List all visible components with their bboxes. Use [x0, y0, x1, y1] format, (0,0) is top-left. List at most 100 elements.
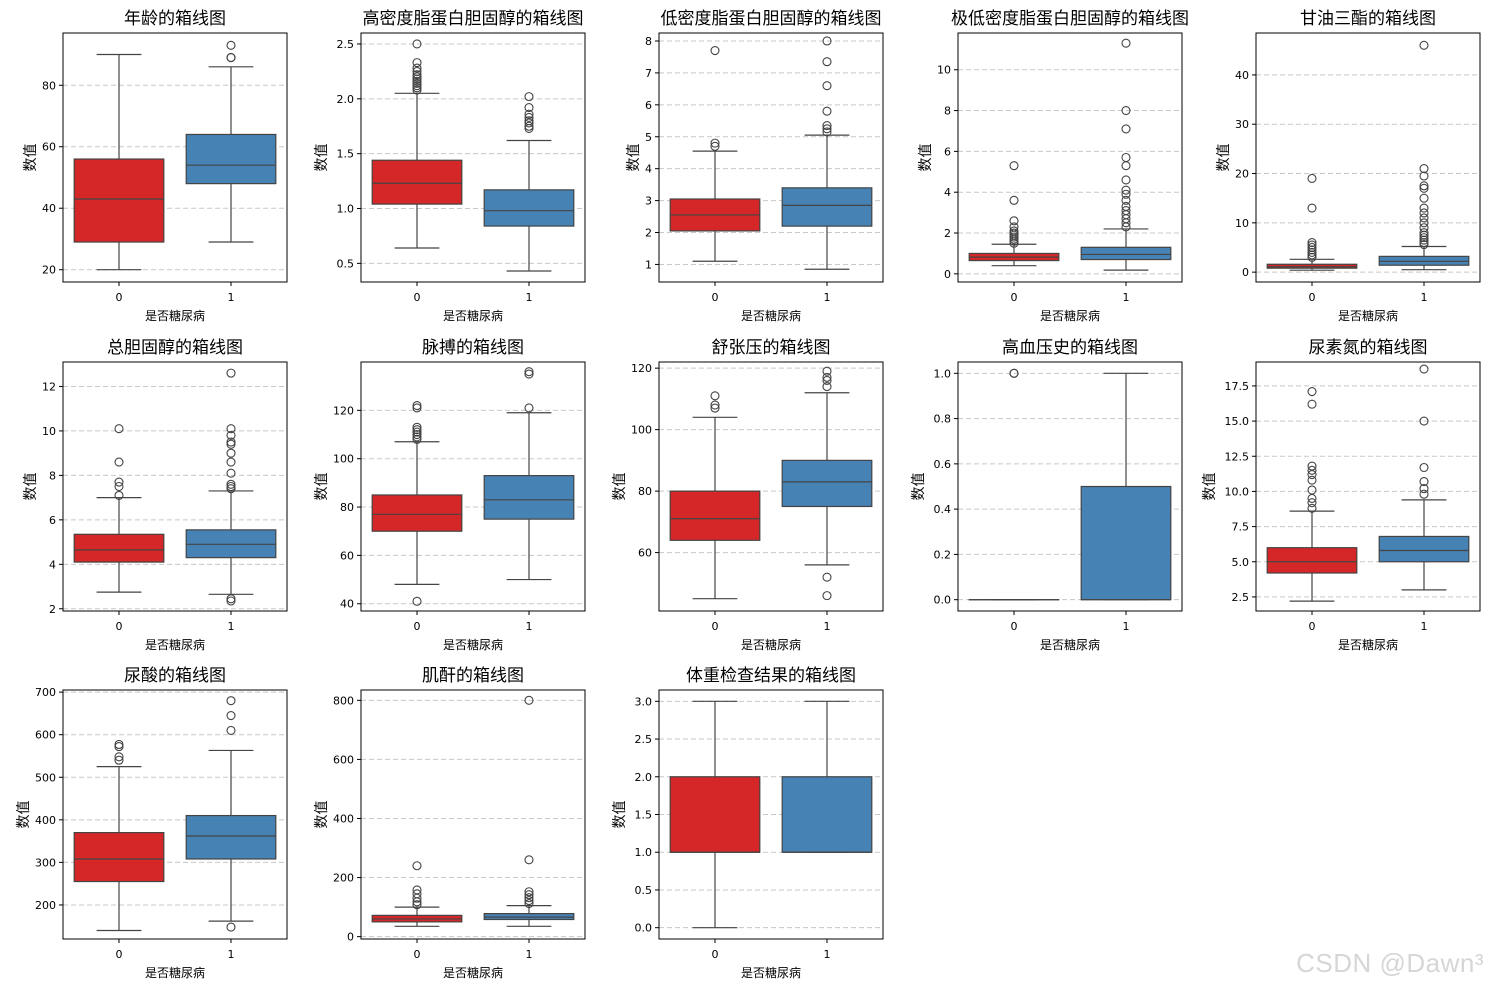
xtick-label: 1 [526, 291, 533, 304]
outlier-point [1307, 203, 1317, 213]
subplot-title: 脉搏的箱线图 [422, 338, 524, 358]
outlier-point [1307, 247, 1317, 257]
box-0 [73, 53, 165, 271]
box-1 [185, 696, 277, 932]
outlier-point [1419, 484, 1429, 494]
outlier-point [822, 366, 832, 376]
outlier-point [524, 899, 534, 909]
ytick-label: 800 [333, 694, 354, 707]
outlier-point [822, 372, 832, 382]
outlier-point [114, 739, 124, 750]
outlier-point [1307, 238, 1317, 248]
outlier-point [1419, 203, 1429, 213]
box-1 [781, 700, 873, 853]
outlier-point [1419, 235, 1429, 245]
outlier-point [226, 725, 236, 735]
outlier-point [710, 403, 720, 413]
ytick-label: 0.5 [635, 884, 653, 897]
outlier-point [226, 439, 236, 449]
box-1 [483, 367, 575, 581]
outlier-point [412, 422, 422, 432]
box-1 [781, 366, 873, 601]
subplot-title: 舒张压的箱线图 [712, 338, 831, 358]
xtick-label: 0 [414, 291, 421, 304]
ytick-label: 300 [35, 856, 56, 869]
xtick-label: 1 [1421, 291, 1428, 304]
ytick-label: 100 [333, 453, 354, 466]
ytick-label: 8 [49, 469, 56, 482]
outlier-point [1419, 238, 1429, 248]
outlier-point [524, 121, 534, 131]
xtick-label: 0 [116, 291, 123, 304]
ytick-label: 0.2 [934, 548, 952, 561]
outlier-point [412, 70, 422, 80]
subplot-title: 极低密度脂蛋白胆固醇的箱线图 [951, 9, 1189, 29]
box-0 [669, 46, 761, 262]
outlier-point [226, 922, 236, 932]
ytick-label: 80 [340, 501, 354, 514]
outlier-point [524, 890, 534, 900]
ytick-label: 1 [645, 258, 652, 271]
ytick-label: 15.0 [1225, 415, 1250, 428]
outlier-point [524, 403, 534, 413]
outlier-point [1307, 252, 1317, 262]
outlier-point [1307, 240, 1317, 250]
box-1 [1378, 364, 1470, 591]
box-1 [483, 695, 575, 927]
box-iqr [1266, 547, 1358, 574]
ytick-label: 20 [42, 264, 56, 277]
box-0 [73, 424, 165, 593]
subplot-title: 高血压史的箱线图 [1002, 338, 1138, 358]
subplot-title: 甘油三酯的箱线图 [1300, 9, 1436, 29]
ytick-label: 1.5 [635, 809, 653, 822]
box-iqr [371, 494, 463, 532]
ytick-label: 60 [340, 549, 354, 562]
xtick-label: 0 [1011, 620, 1018, 633]
y-axis-label: 数值 [1202, 473, 1218, 501]
outlier-point [412, 81, 422, 91]
box-0 [371, 39, 463, 249]
outlier-point [226, 424, 236, 434]
ytick-label: 200 [333, 872, 354, 885]
outlier-point [822, 375, 832, 385]
ytick-label: 2.5 [635, 733, 653, 746]
x-axis-label: 是否糖尿病 [741, 637, 801, 652]
outlier-point [524, 855, 534, 865]
box-0 [371, 861, 463, 927]
outlier-point [524, 103, 534, 113]
outlier-point [710, 391, 720, 401]
outlier-point [226, 40, 236, 50]
box-iqr [73, 158, 165, 243]
xtick-label: 1 [228, 620, 235, 633]
outlier-point [1419, 193, 1429, 203]
ytick-label: 3.0 [635, 695, 653, 708]
outlier-point [412, 596, 422, 606]
outlier-point [1121, 161, 1131, 171]
outlier-point [1307, 498, 1317, 508]
outlier-point [1307, 461, 1317, 471]
axes-frame [1255, 32, 1481, 283]
outlier-point [412, 434, 422, 444]
outlier-point [1009, 222, 1019, 232]
y-axis-label: 数值 [23, 144, 39, 172]
outlier-point [226, 368, 236, 378]
box-1 [1080, 372, 1172, 601]
axes-frame [62, 361, 288, 612]
ytick-label: 30 [1235, 118, 1249, 131]
y-axis-label: 数值 [1216, 144, 1232, 172]
outlier-point [1307, 173, 1317, 184]
ytick-label: 5 [645, 131, 652, 144]
outlier-point [1009, 161, 1019, 171]
box-0 [669, 700, 761, 929]
xtick-label: 1 [526, 620, 533, 633]
ytick-label: 100 [631, 424, 652, 437]
xtick-label: 1 [526, 948, 533, 961]
outlier-point [524, 118, 534, 128]
outlier-point [1419, 364, 1429, 374]
xtick-label: 1 [1421, 620, 1428, 633]
outlier-point [524, 887, 534, 897]
box-1 [781, 36, 873, 270]
ytick-label: 1.5 [337, 148, 355, 161]
